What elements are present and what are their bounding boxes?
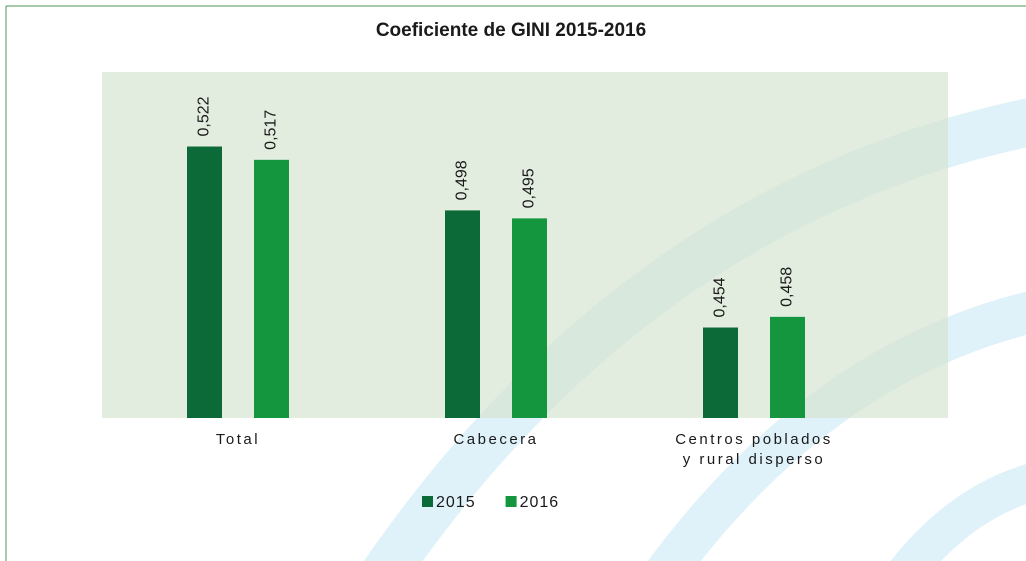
value-label: 0,454	[712, 277, 729, 317]
legend-label: 2015	[436, 494, 476, 511]
bar	[512, 218, 547, 418]
value-label: 0,517	[263, 110, 280, 150]
bar	[770, 316, 805, 418]
bar	[703, 327, 738, 418]
x-tick-label: Total	[216, 431, 260, 448]
bar	[254, 159, 289, 419]
legend-swatch	[422, 496, 433, 507]
value-label: 0,498	[454, 160, 471, 200]
value-label: 0,522	[196, 96, 213, 136]
value-label: 0,495	[521, 168, 538, 208]
x-tick-label: Cabecera	[453, 431, 538, 448]
x-tick-label: Centros poblados y rural disperso	[675, 431, 833, 468]
value-label: 0,458	[779, 267, 796, 307]
legend-swatch	[505, 496, 517, 507]
chart-title: Coeficiente de GINI 2015-2016	[376, 20, 646, 41]
legend-label: 2016	[520, 494, 560, 511]
bar	[187, 146, 222, 418]
bar	[445, 210, 480, 418]
